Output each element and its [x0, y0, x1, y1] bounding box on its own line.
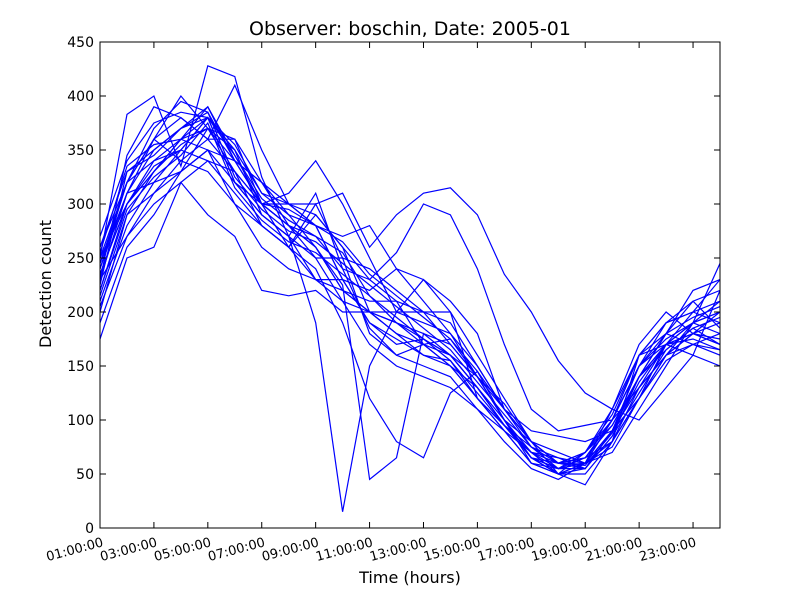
series-line-16 [100, 127, 720, 481]
series-line-6 [100, 127, 720, 475]
series-line-1 [100, 64, 720, 475]
y-tick-label: 100 [67, 413, 94, 429]
series-line-20 [100, 105, 720, 470]
series-line-25 [100, 111, 720, 467]
y-axis: 0 50 100 150 200 250 300 350 400 450 [67, 35, 720, 537]
plot-area [100, 64, 720, 512]
y-tick-label: 50 [76, 467, 94, 483]
y-tick-label: 350 [67, 143, 94, 159]
x-axis-label: Time (hours) [358, 568, 461, 587]
y-tick-label: 300 [67, 197, 94, 213]
y-tick-label: 150 [67, 359, 94, 375]
plot-frame [99, 41, 721, 529]
y-axis-label: Detection count [36, 220, 55, 348]
series-line-23 [100, 100, 720, 470]
series-line-13 [100, 181, 720, 486]
y-tick-label: 250 [67, 251, 94, 267]
chart-title: Observer: boschin, Date: 2005-01 [249, 18, 571, 40]
series-line-21 [100, 116, 720, 512]
series-line-5 [100, 116, 720, 470]
series-line-19 [100, 116, 720, 464]
series-line-24 [100, 121, 720, 475]
series-line-14 [100, 138, 720, 470]
y-tick-label: 0 [85, 521, 94, 537]
y-tick-label: 450 [67, 35, 94, 51]
y-tick-label: 200 [67, 305, 94, 321]
y-tick-label: 400 [67, 89, 94, 105]
